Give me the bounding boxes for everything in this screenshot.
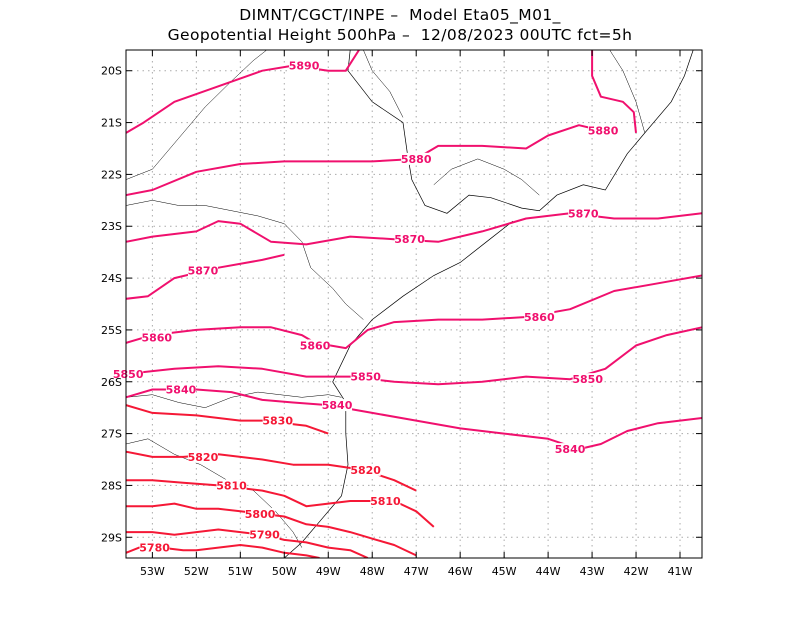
contour-label-bg bbox=[289, 59, 320, 72]
contour-label-5840: 5840 bbox=[555, 443, 586, 456]
contour-label-5840: 5840 bbox=[166, 384, 197, 397]
y-tick-label: 20S bbox=[101, 65, 122, 78]
state-border bbox=[126, 200, 364, 320]
contour-label-bg bbox=[245, 507, 276, 520]
x-tick-label: 51W bbox=[228, 565, 253, 578]
contour-5890 bbox=[126, 50, 360, 134]
contour-label-bg bbox=[350, 370, 381, 383]
contour-label-5870: 5870 bbox=[188, 264, 219, 277]
x-tick-label: 47W bbox=[404, 565, 429, 578]
contour-label-5820: 5820 bbox=[188, 451, 219, 464]
contour-label-5870: 5870 bbox=[568, 207, 599, 220]
y-tick-label: 21S bbox=[101, 117, 122, 130]
x-tick-label: 52W bbox=[184, 565, 209, 578]
contour-label-bg bbox=[249, 528, 280, 541]
contour-label-5810: 5810 bbox=[216, 479, 247, 492]
x-tick-label: 41W bbox=[668, 565, 693, 578]
state-border bbox=[609, 50, 646, 133]
state-border bbox=[126, 50, 267, 180]
state-border bbox=[126, 391, 342, 408]
contour-label-5850: 5850 bbox=[350, 371, 381, 384]
contour-label-5840: 5840 bbox=[322, 399, 353, 412]
contour-label-bg bbox=[141, 331, 172, 344]
contour-label-5880: 5880 bbox=[588, 124, 619, 137]
contour-label-bg bbox=[113, 367, 144, 380]
x-tick-label: 48W bbox=[360, 565, 385, 578]
contour-label-5890: 5890 bbox=[289, 60, 320, 73]
contour-5860 bbox=[126, 274, 702, 350]
contour-label-bg bbox=[165, 383, 196, 396]
contour-labels: 5890 5880 5880 5870 5870 5870 5860 5860 5860 5850… bbox=[113, 60, 619, 555]
contour-label-bg bbox=[588, 124, 619, 137]
y-tick-label: 27S bbox=[101, 428, 122, 441]
contour-label-bg bbox=[216, 479, 247, 492]
contour-5850 bbox=[126, 326, 702, 386]
contour-label-bg bbox=[322, 399, 353, 412]
chart-title-line-1: DIMNT/CGCT/INPE – Model Eta05_M01_ bbox=[239, 6, 561, 24]
contour-5830 bbox=[126, 404, 329, 435]
x-tick-label: 53W bbox=[140, 565, 165, 578]
contour-label-5850: 5850 bbox=[572, 373, 603, 386]
axis-ticks: 53W 52W 51W 50W 49W 48W 47W 46W 45W 44W 43W 42W 41W 2… bbox=[101, 50, 702, 578]
plot-frame bbox=[125, 49, 703, 559]
contour-label-5820: 5820 bbox=[350, 464, 381, 477]
contour-5840 bbox=[126, 388, 702, 451]
x-tick-label: 46W bbox=[448, 565, 473, 578]
contour-label-5800: 5800 bbox=[245, 508, 276, 521]
contour-label-5860: 5860 bbox=[141, 332, 172, 345]
contour-label-bg bbox=[568, 207, 599, 220]
contour-5880 bbox=[591, 50, 637, 134]
contour-5880 bbox=[126, 124, 602, 197]
x-tick-label: 44W bbox=[536, 565, 561, 578]
y-tick-label: 25S bbox=[101, 324, 122, 337]
state-border bbox=[363, 50, 404, 118]
contour-label-5860: 5860 bbox=[524, 311, 555, 324]
contour-label-bg bbox=[187, 450, 218, 463]
y-tick-label: 26S bbox=[101, 376, 122, 389]
x-tick-label: 49W bbox=[316, 565, 341, 578]
contour-label-bg bbox=[350, 463, 381, 476]
contour-label-bg bbox=[555, 443, 586, 456]
contour-label-bg bbox=[524, 310, 555, 323]
contour-label-bg bbox=[187, 264, 218, 277]
contour-label-5830: 5830 bbox=[262, 415, 293, 428]
contour-label-5860: 5860 bbox=[300, 339, 331, 352]
x-tick-label: 50W bbox=[272, 565, 297, 578]
contour-label-bg bbox=[262, 414, 293, 427]
grid-lines bbox=[126, 50, 702, 558]
chart-title-line-2: Geopotential Height 500hPa – 12/08/2023 … bbox=[167, 26, 633, 44]
x-tick-label: 42W bbox=[624, 565, 649, 578]
contour-label-5870: 5870 bbox=[394, 233, 425, 246]
contour-label-5790: 5790 bbox=[249, 529, 280, 542]
x-tick-label: 45W bbox=[492, 565, 517, 578]
contour-label-bg bbox=[370, 494, 401, 507]
contour-label-5810: 5810 bbox=[370, 495, 401, 508]
y-tick-label: 28S bbox=[101, 479, 122, 492]
contour-label-5850: 5850 bbox=[113, 368, 144, 381]
contour-label-bg bbox=[139, 541, 170, 554]
y-tick-label: 23S bbox=[101, 220, 122, 233]
y-tick-label: 22S bbox=[101, 168, 122, 181]
contour-label-bg bbox=[394, 233, 425, 246]
contour-label-5880: 5880 bbox=[401, 153, 432, 166]
contour-label-bg bbox=[572, 373, 603, 386]
contour-label-bg bbox=[401, 152, 432, 165]
y-tick-label: 24S bbox=[101, 272, 122, 285]
contour-label-bg bbox=[300, 339, 331, 352]
y-tick-label: 29S bbox=[101, 531, 122, 544]
state-border bbox=[433, 158, 540, 196]
x-tick-label: 43W bbox=[580, 565, 605, 578]
contour-label-5780: 5780 bbox=[139, 542, 170, 555]
coastline-south bbox=[284, 220, 514, 558]
coastline-north bbox=[347, 50, 694, 214]
